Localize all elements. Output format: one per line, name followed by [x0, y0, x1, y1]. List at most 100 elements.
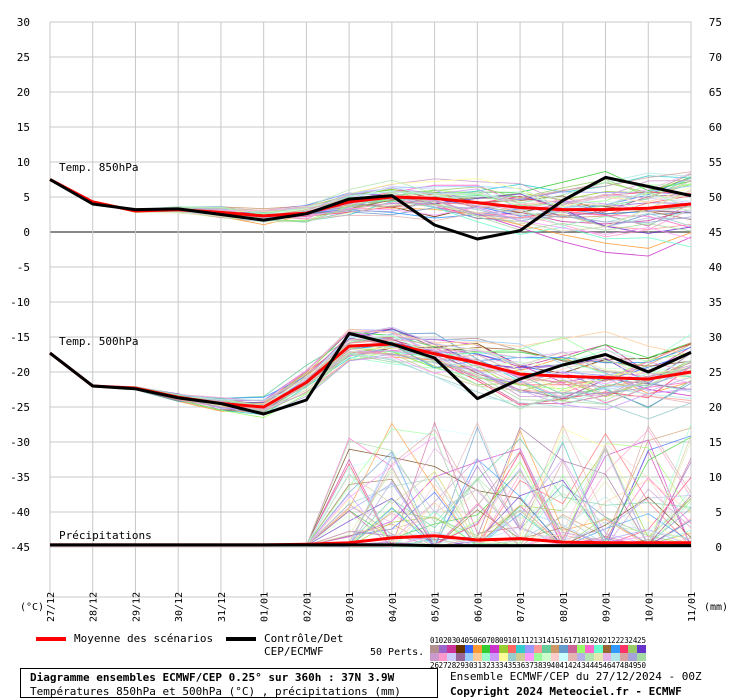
perts-legend-label: 50 Perts.	[370, 647, 425, 658]
pert-number: 49	[628, 661, 638, 670]
left-tick-label: 0	[23, 226, 30, 239]
pert-swatch	[438, 645, 448, 653]
run-info: Ensemble ECMWF/CEP du 27/12/2024 - 00Z	[450, 670, 702, 683]
pert-number: 48	[619, 661, 629, 670]
control-swatch	[226, 637, 256, 641]
mean-legend-label: Moyenne des scénarios	[74, 632, 214, 645]
right-tick-label: 75	[709, 16, 722, 29]
pert-swatch	[628, 645, 637, 653]
pert-number: 29	[455, 661, 465, 670]
right-axis-unit: (mm)	[704, 602, 728, 613]
pert-swatch	[542, 645, 551, 653]
pert-number: 01	[430, 636, 440, 645]
chart-title: Diagramme ensembles ECMWF/CEP 0.25° sur …	[30, 671, 395, 684]
left-axis-unit: (°C)	[20, 602, 44, 613]
chart-subtitle: Températures 850hPa et 500hPa (°C) , pré…	[30, 685, 401, 698]
pert-number: 14	[542, 636, 552, 645]
x-tick-label: 03/01	[345, 592, 356, 622]
pert-swatch	[637, 653, 646, 661]
x-tick-label: 06/01	[473, 592, 484, 622]
pert-swatch	[455, 645, 465, 653]
panel-label: Temp. 500hPa	[59, 335, 138, 348]
mean-swatch	[36, 637, 66, 641]
right-tick-label: 25	[709, 366, 722, 379]
pert-number: 02	[438, 636, 448, 645]
title-box: Diagramme ensembles ECMWF/CEP 0.25° sur …	[20, 668, 438, 698]
pert-number: 17	[568, 636, 578, 645]
control-line-precip	[50, 543, 691, 548]
pert-swatch	[473, 653, 482, 661]
pert-number: 27	[438, 661, 448, 670]
pert-number: 05	[464, 636, 474, 645]
pert-swatch	[481, 645, 491, 653]
right-tick-label: 35	[709, 296, 722, 309]
pert-number: 21	[602, 636, 612, 645]
pert-swatch	[559, 653, 568, 661]
pert-swatch	[481, 653, 491, 661]
copyright: Copyright 2024 Meteociel.fr - ECMWF	[450, 685, 682, 698]
left-tick-label: -35	[10, 471, 30, 484]
pert-swatch	[550, 653, 560, 661]
control-legend-label-1: Contrôle/Det	[264, 632, 344, 645]
pert-number: 42	[568, 661, 578, 670]
left-tick-label: -25	[10, 401, 30, 414]
pert-swatch	[619, 653, 629, 661]
pert-swatch	[499, 653, 508, 661]
pert-swatch	[516, 645, 525, 653]
right-tick-label: 70	[709, 51, 722, 64]
pert-swatch	[593, 653, 603, 661]
pert-number: 15	[550, 636, 560, 645]
pert-number: 38	[533, 661, 543, 670]
pert-number: 10	[507, 636, 517, 645]
pert-swatch	[455, 653, 465, 661]
x-tick-label: 04/01	[388, 592, 399, 622]
pert-number: 04	[455, 636, 465, 645]
x-tick-label: 30/12	[174, 592, 185, 622]
pert-swatch	[524, 653, 534, 661]
pert-swatch	[490, 645, 499, 653]
pert-swatch	[593, 645, 603, 653]
pert-number: 32	[481, 661, 491, 670]
pert-swatch	[637, 645, 646, 653]
pert-number: 19	[585, 636, 595, 645]
right-tick-label: 0	[715, 541, 722, 554]
pert-swatch	[490, 653, 499, 661]
pert-swatch	[533, 653, 543, 661]
pert-swatch	[576, 645, 586, 653]
pert-number: 41	[559, 661, 569, 670]
right-tick-label: 60	[709, 121, 722, 134]
right-tick-label: 50	[709, 191, 722, 204]
left-tick-label: 10	[17, 156, 30, 169]
pert-number: 16	[559, 636, 569, 645]
pert-swatch	[464, 653, 474, 661]
right-tick-label: 5	[715, 506, 722, 519]
pert-number: 22	[611, 636, 621, 645]
pert-swatch	[628, 653, 637, 661]
x-tick-label: 07/01	[516, 592, 527, 622]
pert-swatch	[559, 645, 568, 653]
right-tick-label: 20	[709, 401, 722, 414]
pert-swatch	[464, 645, 474, 653]
pert-number: 45	[593, 661, 603, 670]
ensemble-members	[49, 170, 692, 549]
right-tick-label: 40	[709, 261, 722, 274]
left-tick-label: 25	[17, 51, 30, 64]
left-tick-label: 15	[17, 121, 30, 134]
pert-swatch	[473, 645, 482, 653]
pert-swatch	[585, 645, 594, 653]
pert-number-row-bottom: 26 27 28 29 30 31 32 33 34 35 36 37 38 39 40 41 42 43 44 45…	[430, 661, 646, 670]
ensemble-member-850	[49, 179, 692, 232]
pert-number: 37	[524, 661, 534, 670]
pert-number: 07	[481, 636, 491, 645]
left-tick-label: -40	[10, 506, 30, 519]
pert-swatch	[611, 653, 620, 661]
pert-number: 39	[542, 661, 552, 670]
right-tick-label: 55	[709, 156, 722, 169]
pert-number: 23	[619, 636, 629, 645]
pert-swatch	[430, 645, 439, 653]
pert-number: 28	[447, 661, 457, 670]
pert-number: 33	[490, 661, 500, 670]
x-tick-label: 28/12	[89, 592, 100, 622]
